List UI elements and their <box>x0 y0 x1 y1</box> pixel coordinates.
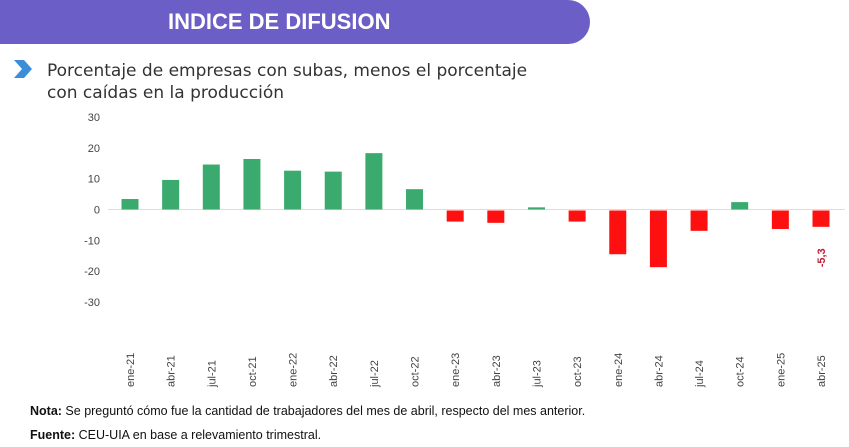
bar-ene-25 <box>771 210 789 229</box>
note-label: Nota: <box>30 404 62 418</box>
x-tick-label: ene-25 <box>775 353 787 387</box>
y-tick-label: 30 <box>88 112 100 124</box>
bar-abr-22 <box>324 171 342 210</box>
bar-abr-23 <box>487 210 505 223</box>
x-tick-label: jul-23 <box>531 360 543 388</box>
bar-ene-24 <box>609 210 627 255</box>
x-tick-label: abr-21 <box>166 355 178 387</box>
bar-jul-23 <box>527 207 545 210</box>
y-tick-label: 10 <box>88 174 100 186</box>
x-tick-label: abr-22 <box>328 355 340 387</box>
source-text: CEU-UIA en base a relevamiento trimestra… <box>75 428 322 442</box>
bar-abr-21 <box>162 179 180 210</box>
bar-oct-22 <box>406 189 424 210</box>
bar-ene-23 <box>446 210 464 222</box>
y-tick-label: -20 <box>84 266 100 278</box>
bar-ene-21 <box>121 199 139 210</box>
bar-chart: 30 20 10 0 -10 -20 -30 ene-21 abr-21 jul-21 oct-21… <box>84 112 845 388</box>
chevron-right-icon <box>14 60 32 78</box>
subtitle-line-2: con caídas en la producción <box>47 83 285 103</box>
bar-oct-21 <box>243 158 261 210</box>
subtitle-line-1: Porcentaje de empresas con subas, menos … <box>47 61 528 81</box>
bar-jul-21 <box>202 164 220 210</box>
x-tick-label: ene-22 <box>288 353 300 387</box>
bar-jul-24 <box>690 210 708 231</box>
x-tick-label: oct-24 <box>735 356 747 387</box>
chart-subtitle: Porcentaje de empresas con subas, menos … <box>47 60 527 104</box>
x-tick-label: jul-24 <box>694 360 706 388</box>
note: Nota: Se preguntó cómo fue la cantidad d… <box>30 404 585 418</box>
x-tick-label: jul-21 <box>206 360 218 388</box>
x-tick-label: oct-22 <box>410 356 422 387</box>
x-tick-label: oct-21 <box>247 356 259 387</box>
x-tick-label: abr-23 <box>491 355 503 387</box>
source-label: Fuente: <box>30 428 76 442</box>
bar-oct-23 <box>568 210 586 222</box>
data-label: -5,3 <box>816 248 828 267</box>
x-tick-label: ene-23 <box>450 353 462 387</box>
x-tick-label: oct-23 <box>572 356 584 387</box>
bar-abr-24 <box>649 210 667 268</box>
note-text: Se preguntó cómo fue la cantidad de trab… <box>61 404 586 418</box>
y-tick-label: -30 <box>84 297 100 309</box>
x-tick-label: ene-21 <box>125 353 137 387</box>
bar-oct-24 <box>731 202 749 210</box>
x-tick-label: abr-25 <box>816 355 828 387</box>
source: Fuente: CEU-UIA en base a relevamiento t… <box>30 428 321 442</box>
page-title: INDICE DE DIFUSION <box>168 9 391 34</box>
bar-abr-25 <box>812 210 830 227</box>
bar-ene-22 <box>284 170 302 210</box>
title-banner: INDICE DE DIFUSION <box>0 0 590 44</box>
x-tick-label: jul-22 <box>369 360 381 388</box>
y-tick-label: 0 <box>94 205 100 217</box>
y-tick-label: 20 <box>88 143 100 155</box>
x-tick-label: abr-24 <box>653 355 665 387</box>
y-tick-label: -10 <box>84 235 100 247</box>
bar-jul-22 <box>365 153 383 210</box>
x-tick-label: ene-24 <box>613 353 625 387</box>
